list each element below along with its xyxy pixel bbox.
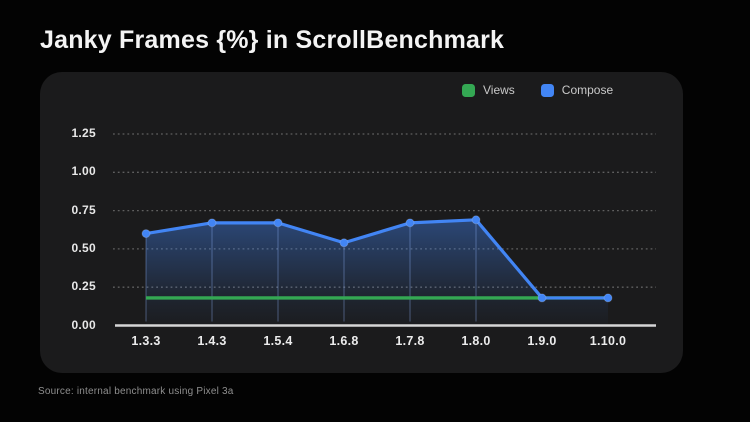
legend-item-compose: Compose	[540, 83, 614, 97]
page-title: Janky Frames {%} in ScrollBenchmark	[40, 26, 505, 54]
x-tick-label: 1.3.3	[131, 334, 161, 348]
y-tick-label: 0.00	[71, 317, 96, 332]
legend-label-views: Views	[483, 83, 515, 97]
y-tick-label: 0.75	[71, 202, 96, 217]
x-tick-label: 1.4.3	[197, 334, 227, 348]
x-tick-label: 1.9.0	[527, 334, 557, 348]
source-note: Source: internal benchmark using Pixel 3…	[38, 386, 234, 397]
x-tick-label: 1.8.0	[461, 334, 491, 348]
legend-item-views: Views	[462, 83, 515, 97]
chart-card: 0.00 0.25 0.50 0.75 1.00 1.25 1.3.3 1.4.3 1.5.4…	[40, 72, 683, 373]
compose-color-swatch-icon	[540, 83, 554, 97]
chart-canvas	[113, 133, 656, 327]
x-tick-label: 1.10.0	[589, 334, 627, 348]
views-color-swatch-icon	[462, 83, 475, 97]
y-tick-label: 1.00	[71, 164, 96, 179]
x-tick-label: 1.5.4	[263, 334, 293, 348]
y-tick-label: 0.50	[71, 240, 96, 255]
x-tick-label: 1.7.8	[395, 334, 425, 348]
x-tick-label: 1.6.8	[329, 334, 359, 348]
y-tick-label: 1.25	[71, 126, 96, 140]
chart-legend: Views Compose	[462, 83, 613, 97]
legend-label-compose: Compose	[561, 83, 614, 97]
y-tick-label: 0.25	[71, 279, 96, 294]
